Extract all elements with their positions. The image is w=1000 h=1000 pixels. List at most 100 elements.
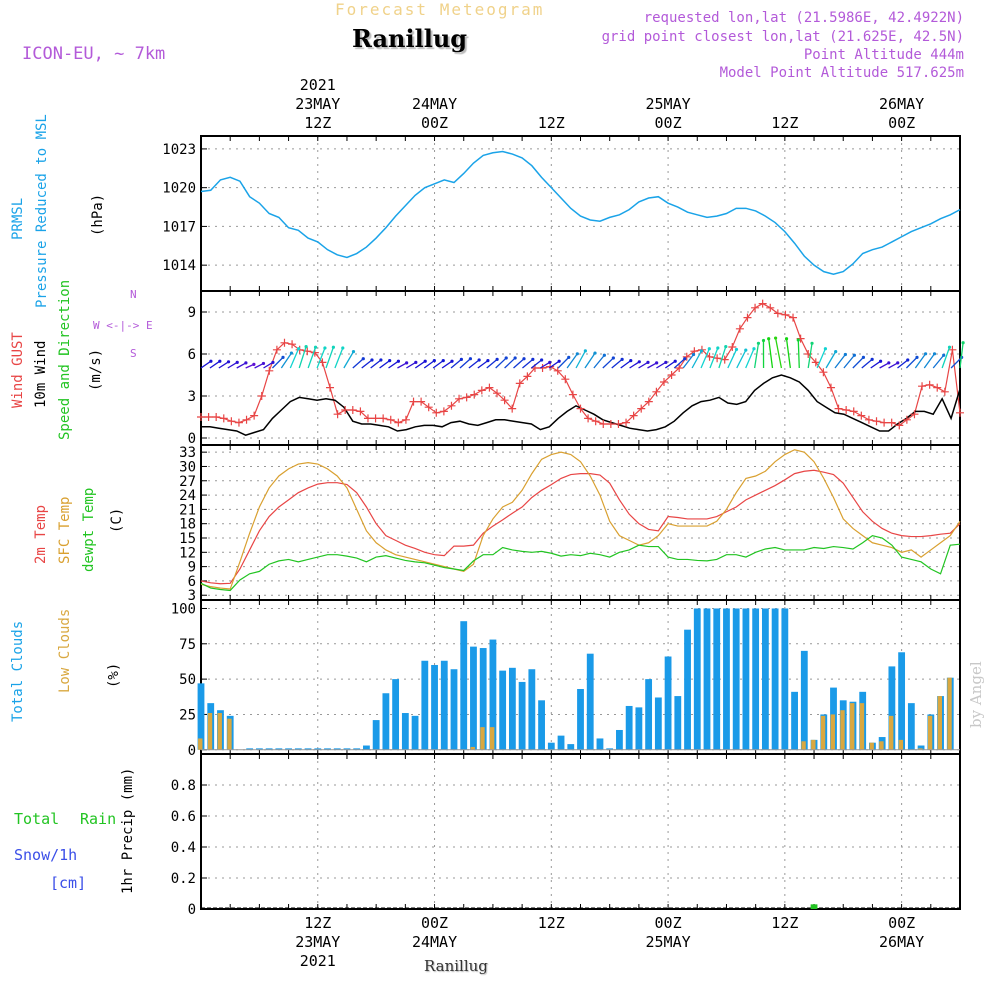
total-clouds-bar [567,744,575,750]
wind-arrow-head [716,346,720,350]
total-clouds-bar [304,748,312,750]
wind-arrow-head [879,359,883,363]
y-tick-label: 6 [188,574,196,590]
wind-direction-arrow [700,348,710,369]
wind-direction-arrow [852,356,864,369]
wind-arrow-head [548,360,552,364]
wind-direction-arrow [727,349,738,369]
low-clouds-bar [927,715,933,750]
bottom-time-label: 00Z [421,914,448,932]
wind-direction-arrow [647,362,657,369]
bottom-time-label: 12Z [771,914,798,932]
compass-north: N [130,288,137,301]
wind-direction-arrow [316,347,326,369]
top-time-label: 25MAY [645,95,690,113]
wind-arrow-head [531,357,535,361]
wind-arrow-head [271,360,275,364]
requested-location: requested lon,lat (21.5986E, 42.4922N) [643,10,964,26]
wind-gust-marker [432,408,441,417]
wind-gust-marker [227,417,236,426]
low-clouds-bar [888,715,894,750]
wind-direction-arrow [816,348,826,369]
wind-arrow-head [477,358,481,362]
wind-gust-marker [644,397,653,406]
bottom-time-label: 00Z [655,914,682,932]
total-clouds-bar [781,608,789,750]
wind-arrow-head [289,351,294,355]
wind-arrow-head [341,346,345,350]
wind-gust-marker [637,404,646,413]
low-clouds-bar [830,714,835,750]
precip-total-label: Total [14,810,60,828]
wind-gust-marker [910,410,919,419]
wind-direction-arrow [218,361,229,369]
total-clouds-bar [479,648,487,750]
wind-direction-arrow [941,347,951,369]
wind-direction-arrow [620,360,632,369]
rain-bar [810,904,818,909]
wind-arrow-head [313,345,318,349]
total-clouds-bar [654,697,662,750]
y-tick-label: 27 [179,474,196,490]
low-clouds-bar [801,741,806,750]
total-clouds-bar [499,670,507,750]
total-clouds-bar [557,735,565,750]
wind-arrow-head [664,360,668,364]
wind-direction-arrow [584,352,596,369]
wind-arrow-head [673,359,677,363]
total-clouds-bar [372,720,380,750]
wind-arrow-head [843,352,847,357]
wind-direction-arrow [834,354,846,369]
wind-gust-marker [515,379,524,388]
y-tick-label: 0.6 [171,809,196,825]
wind-direction-arrow [736,349,747,369]
wind-direction-arrow [888,362,899,369]
temp-sfc-line [200,449,961,590]
wind-arrow-head [459,357,463,361]
y-tick-label: 0.8 [171,778,196,794]
wind-direction-arrow [682,354,695,369]
wind-direction-arrow [825,351,837,369]
low-clouds-bar [840,710,845,750]
wind-direction-arrow [785,338,791,369]
total-clouds-bar [732,608,740,750]
total-clouds-bar [382,693,390,750]
wind-gust-marker [212,413,221,421]
wind-gust-marker [333,410,342,419]
wind-direction-arrow [914,353,927,369]
wind-direction-arrow [423,360,435,369]
wind-arrow-head [823,347,828,351]
total-clouds-bar [401,713,409,750]
wind-direction-arrow [932,354,945,369]
wind-arrow-head [495,357,499,361]
y-tick-label: 0 [188,902,196,918]
bottom-time-label: 12Z [538,914,565,932]
y-tick-label: 15 [179,531,196,547]
low-clouds-bar [470,746,475,750]
model-label: ICON-EU, ~ 7km [22,44,166,64]
wind-gust-marker [424,403,433,412]
wind-arrow-head [942,353,946,357]
wind-gust-marker [485,383,494,392]
wind-gust-marker [872,417,881,426]
wind-direction-arrow [870,360,881,369]
wind-direction-arrow [397,362,407,369]
total-clouds-bar [285,748,292,750]
y-tick-label: 1017 [162,219,196,235]
total-clouds-bar [528,669,536,750]
wind-arrow-head [784,337,789,341]
bottom-time-label: 12Z [304,914,331,932]
wind-arrow-head [629,359,633,363]
wind-arrow-head [388,359,392,363]
wind-direction-arrow [602,357,614,369]
wind-direction-arrow [548,360,560,369]
wind-direction-arrow [289,348,300,369]
wind-arrow-head [486,359,490,363]
total-clouds-bar [616,729,623,750]
wind-arrow-head [870,357,874,361]
wind-direction-arrow [566,353,578,369]
station-title: Ranillug [352,24,468,53]
wind-gust-marker [675,364,684,372]
wind-arrow-head [304,344,308,349]
